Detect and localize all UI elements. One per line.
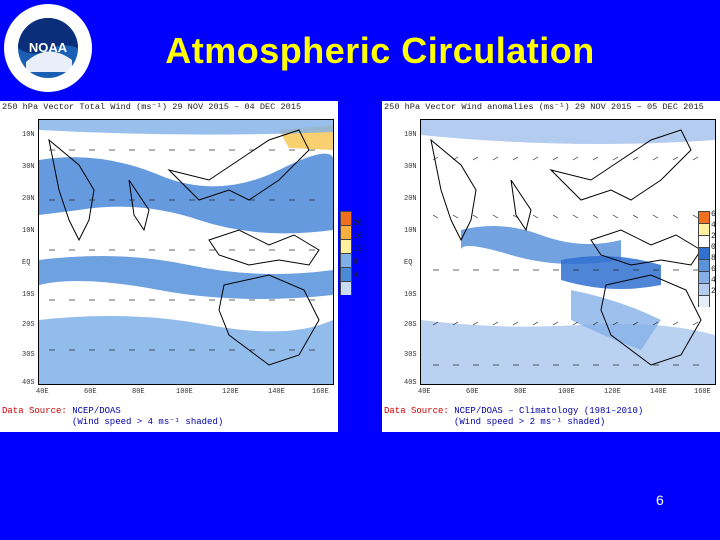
colorbar-label: 20: [353, 219, 363, 228]
colorbar-cell: [698, 235, 710, 247]
lat-label: 10S: [22, 291, 35, 299]
colorbar-label: 4: [711, 221, 716, 230]
data-source-note: Data Source: NCEP/DOAS (Wind speed > 4 m…: [2, 406, 223, 428]
lat-label: 30N: [22, 163, 35, 171]
colorbar-label: 6: [711, 210, 716, 219]
lon-label: 160E: [694, 388, 711, 396]
lat-label: 30S: [404, 351, 417, 359]
colorbar-cell: [698, 271, 710, 283]
colorbar-cell: [698, 283, 710, 295]
colorbar-label: 6: [711, 265, 716, 274]
lat-label: 20S: [22, 321, 35, 329]
colorbar-label: 2: [711, 232, 716, 241]
colorbar-cell: [698, 211, 710, 223]
colorbar-label: 8: [353, 258, 358, 267]
colorbar-cell: [698, 223, 710, 235]
source-name: NCEP/DOAS – Climatology (1981–2010): [454, 406, 644, 416]
source-label: Data Source:: [2, 406, 67, 416]
lon-label: 140E: [650, 388, 667, 396]
lon-label: 140E: [268, 388, 285, 396]
colorbar-cell: [340, 225, 352, 239]
colorbar-cell: [698, 295, 710, 307]
data-source-note: Data Source: NCEP/DOAS – Climatology (19…: [384, 406, 643, 428]
colorbar-label: 8: [711, 254, 716, 263]
colorbar: 20 16 12 8 4: [340, 211, 363, 295]
lon-label: 60E: [466, 388, 479, 396]
logo-center-text: NOAA: [29, 40, 68, 55]
colorbar-cell: [698, 259, 710, 271]
lon-label: 100E: [176, 388, 193, 396]
colorbar-label: 4: [353, 271, 358, 280]
lat-label: EQ: [22, 259, 31, 267]
colorbar-cell: [340, 239, 352, 253]
lon-label: 160E: [312, 388, 329, 396]
colorbar-cell: [340, 211, 352, 225]
page-number: 6: [656, 492, 664, 508]
lon-label: 120E: [222, 388, 239, 396]
lat-label: 40S: [404, 379, 417, 387]
lat-label: 10N: [22, 227, 35, 235]
lat-label: 10N: [22, 131, 35, 139]
lon-label: 80E: [132, 388, 145, 396]
lat-label: 40S: [22, 379, 35, 387]
lat-label: EQ: [404, 259, 413, 267]
colorbar-cell: [340, 253, 352, 267]
source-label: Data Source:: [384, 406, 449, 416]
colorbar-label: 2: [711, 287, 716, 296]
lon-label: 40E: [36, 388, 49, 396]
colorbar-label: 16: [353, 232, 363, 241]
lon-label: 60E: [84, 388, 97, 396]
lon-label: 120E: [604, 388, 621, 396]
lat-label: 30N: [404, 163, 417, 171]
colorbar-cell: [340, 281, 352, 295]
noaa-logo: NOAA: [2, 2, 94, 94]
source-caption: (Wind speed > 2 ms⁻¹ shaded): [454, 417, 606, 427]
source-name: NCEP/DOAS: [72, 406, 121, 416]
lat-label: 10S: [404, 291, 417, 299]
panel-title: 250 hPa Vector Total Wind (ms⁻¹) 29 NOV …: [2, 102, 302, 112]
map-panel-total-wind: 250 hPa Vector Total Wind (ms⁻¹) 29 NOV …: [0, 101, 363, 432]
lat-label: 20S: [404, 321, 417, 329]
colorbar-cell: [698, 247, 710, 259]
lat-label: 30S: [22, 351, 35, 359]
colorbar-label: 0: [711, 243, 716, 252]
colorbar: 6 4 2 0 8 6 4 2: [698, 210, 720, 307]
panel-title: 250 hPa Vector Wind anomalies (ms⁻¹) 29 …: [384, 102, 704, 112]
lat-label: 20N: [22, 195, 35, 203]
colorbar-label: 12: [353, 245, 363, 254]
colorbar-label: 4: [711, 276, 716, 285]
source-caption: (Wind speed > 4 ms⁻¹ shaded): [72, 417, 224, 427]
slide-title: Atmospheric Circulation: [165, 30, 595, 71]
lat-label: 20N: [404, 195, 417, 203]
lon-label: 100E: [558, 388, 575, 396]
colorbar-cell: [340, 267, 352, 281]
lon-label: 80E: [514, 388, 527, 396]
wind-map-total: [38, 119, 334, 385]
wind-map-anomalies: [420, 119, 716, 385]
map-panel-wind-anomalies: 250 hPa Vector Wind anomalies (ms⁻¹) 29 …: [382, 101, 720, 432]
lon-label: 40E: [418, 388, 431, 396]
lat-label: 10N: [404, 131, 417, 139]
lat-label: 10N: [404, 227, 417, 235]
